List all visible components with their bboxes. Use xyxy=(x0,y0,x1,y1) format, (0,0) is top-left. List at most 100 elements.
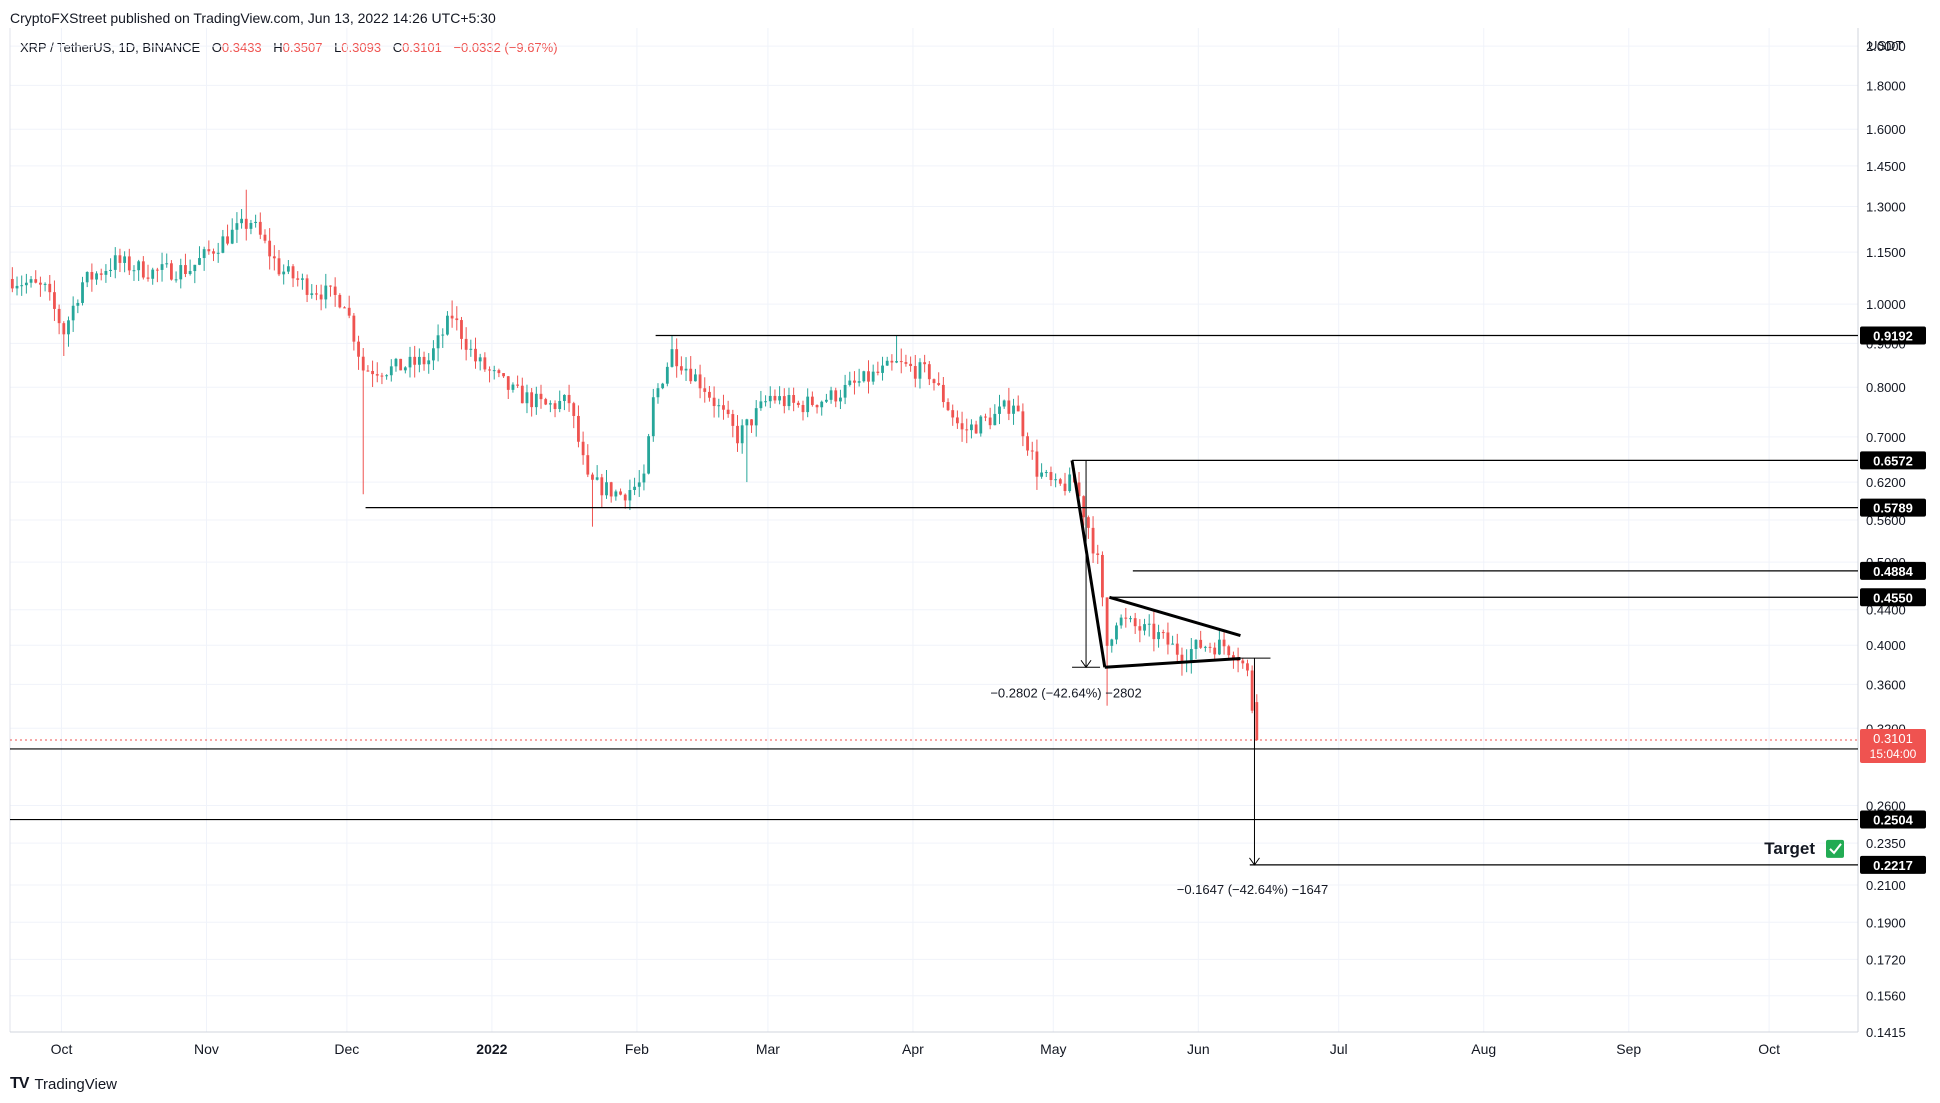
candle-body xyxy=(633,486,636,491)
measure-arrowhead xyxy=(1249,857,1260,866)
candle-body xyxy=(534,393,538,408)
candle-body xyxy=(1068,474,1072,492)
candle-body xyxy=(113,255,117,270)
candle-body xyxy=(226,236,229,244)
candle-body xyxy=(637,482,641,487)
candle-body xyxy=(1105,597,1109,646)
candle-body xyxy=(764,401,767,403)
open-value: 0.3433 xyxy=(221,40,262,55)
candle-body xyxy=(127,256,131,271)
candle-body xyxy=(792,395,796,403)
candle-body xyxy=(1138,626,1142,631)
candle-body xyxy=(305,278,309,295)
y-tick-label: 1.8000 xyxy=(1866,78,1906,93)
candle-body xyxy=(193,264,197,272)
candle-body xyxy=(221,236,225,253)
candle-body xyxy=(57,308,61,324)
candle-body xyxy=(759,401,763,409)
x-tick-label: Apr xyxy=(902,1041,924,1057)
candle-body xyxy=(1236,660,1240,662)
price-unit-label: USDT xyxy=(1868,38,1904,53)
y-tick-label: 0.5600 xyxy=(1866,513,1906,528)
candle-body xyxy=(913,366,917,379)
candle-body xyxy=(254,221,258,223)
y-tick-label: 0.4400 xyxy=(1866,603,1906,618)
close-label: C xyxy=(392,40,403,55)
candle-body xyxy=(460,320,463,339)
candle-body xyxy=(1143,624,1146,631)
candle-body xyxy=(244,218,248,229)
candle-body xyxy=(29,279,33,283)
candle-body xyxy=(862,371,866,382)
candle-body xyxy=(333,286,337,295)
level-price-tag xyxy=(1860,451,1926,470)
candle-body xyxy=(1101,554,1104,598)
candle-body xyxy=(605,482,608,496)
y-tick-label: 0.1720 xyxy=(1866,952,1906,967)
candle-body xyxy=(558,400,562,410)
x-tick-label: Sep xyxy=(1616,1041,1641,1057)
last-price-tag-text: 0.3101 xyxy=(1873,731,1913,746)
candle-body xyxy=(530,392,534,408)
candle-body xyxy=(628,490,632,501)
candle-body xyxy=(1002,400,1006,407)
y-tick-label: 0.3600 xyxy=(1866,677,1906,692)
candle-body xyxy=(506,376,510,390)
measure-arrowhead xyxy=(1080,659,1092,669)
measure-label: −0.1647 (−42.64%) −1647 xyxy=(1177,882,1328,897)
candle-body xyxy=(993,413,997,426)
candle-body xyxy=(703,388,707,392)
x-tick-label: Nov xyxy=(194,1041,219,1057)
candle-body xyxy=(1016,405,1020,412)
candle-body xyxy=(937,383,941,385)
candle-body xyxy=(881,365,884,373)
candle-body xyxy=(1222,639,1226,647)
candle-body xyxy=(511,384,515,390)
candle-body xyxy=(591,474,594,480)
candle-body xyxy=(436,335,440,349)
candle-body xyxy=(338,294,342,308)
x-tick-label: 2022 xyxy=(476,1041,507,1057)
candle-body xyxy=(48,283,52,293)
candle-body xyxy=(1026,436,1029,451)
candle-body xyxy=(1147,623,1151,625)
candle-body xyxy=(1077,482,1081,497)
candle-body xyxy=(81,282,84,303)
level-price-tag-text: 0.2217 xyxy=(1873,858,1913,873)
candle-body xyxy=(1091,527,1095,554)
candle-body xyxy=(34,279,38,283)
y-tick-label: 0.1415 xyxy=(1866,1025,1906,1040)
candle-body xyxy=(1199,639,1203,648)
candle-body xyxy=(1250,670,1254,711)
candle-body xyxy=(1166,632,1170,645)
candle-body xyxy=(179,265,183,280)
candle-body xyxy=(240,218,243,224)
candle-body xyxy=(848,380,852,385)
y-tick-label: 0.1560 xyxy=(1866,989,1906,1004)
candle-body xyxy=(95,273,98,280)
candle-body xyxy=(984,416,987,418)
candle-body xyxy=(249,222,253,229)
candle-body xyxy=(665,366,669,384)
candle-body xyxy=(268,240,272,257)
candle-body xyxy=(188,271,192,275)
candle-body xyxy=(1129,618,1132,620)
candle-body xyxy=(693,374,697,382)
candle-body xyxy=(319,294,323,300)
y-tick-label: 1.1500 xyxy=(1866,245,1906,260)
candle-body xyxy=(946,402,950,411)
candle-body xyxy=(768,395,772,402)
candle-body xyxy=(684,368,688,371)
candle-body xyxy=(1203,646,1207,648)
candle-body xyxy=(361,356,365,371)
candle-body xyxy=(600,477,604,496)
candle-body xyxy=(1007,400,1011,414)
candle-body xyxy=(717,405,721,407)
target-label: Target xyxy=(1764,839,1815,858)
candle-body xyxy=(740,425,744,444)
candle-body xyxy=(525,392,529,404)
level-price-tag-text: 0.4550 xyxy=(1873,590,1913,605)
candle-body xyxy=(1227,646,1231,656)
candle-body xyxy=(899,361,903,363)
